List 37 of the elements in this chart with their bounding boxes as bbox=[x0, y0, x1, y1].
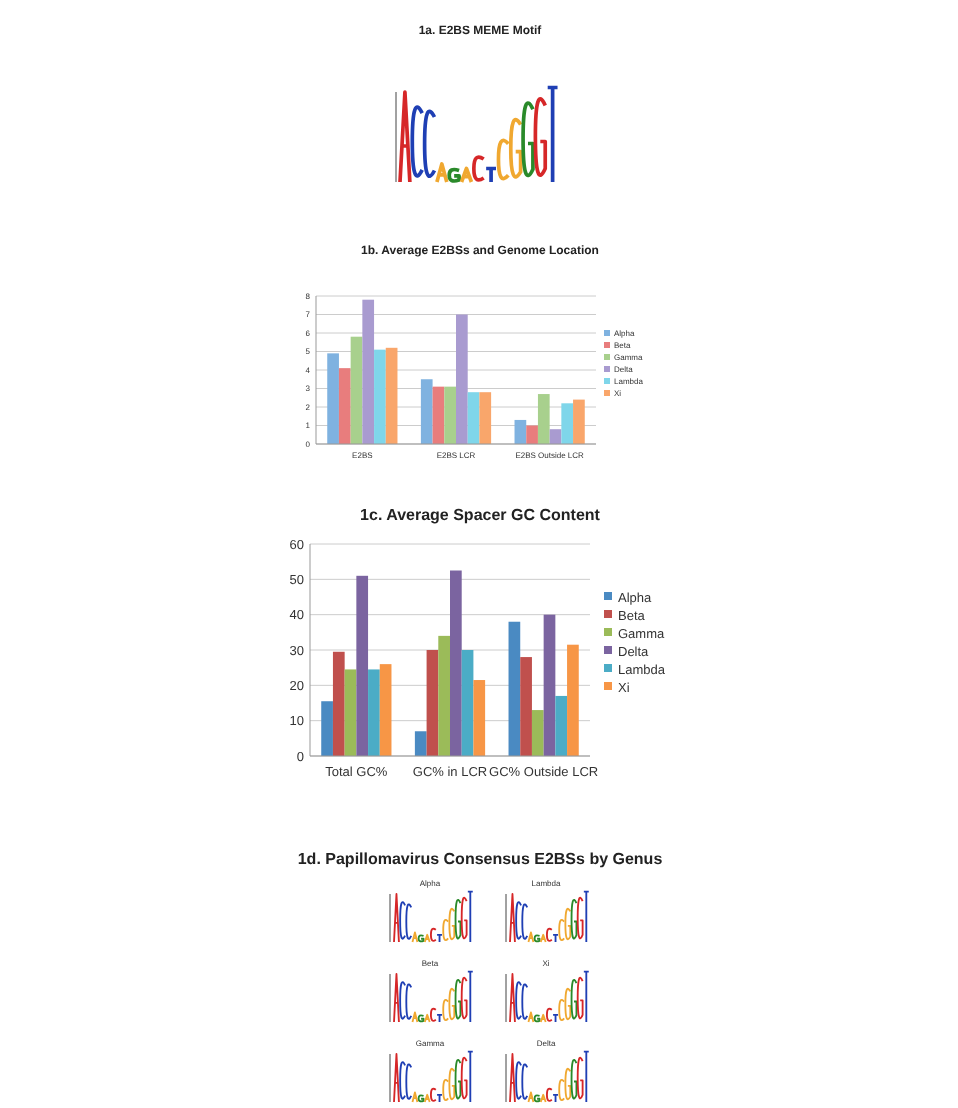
bar bbox=[444, 386, 456, 444]
bar bbox=[379, 664, 392, 756]
bar bbox=[344, 669, 357, 756]
bar bbox=[450, 570, 462, 756]
bar bbox=[520, 657, 532, 756]
bar bbox=[508, 621, 521, 756]
bar bbox=[438, 635, 450, 756]
bar bbox=[321, 701, 333, 756]
bar bbox=[473, 680, 486, 756]
bar bbox=[338, 368, 351, 444]
bar bbox=[420, 379, 433, 444]
bar bbox=[432, 386, 445, 444]
bar bbox=[467, 392, 480, 444]
bar bbox=[555, 695, 568, 756]
bar bbox=[531, 710, 544, 756]
bar bbox=[567, 644, 579, 756]
bar bbox=[426, 650, 439, 756]
bar bbox=[573, 399, 585, 444]
text: 1d. Papillomavirus Consensus E2BSs by Genus bbox=[297, 850, 664, 868]
bar bbox=[456, 314, 468, 444]
bar bbox=[461, 650, 474, 756]
bar bbox=[385, 347, 398, 444]
bar bbox=[368, 669, 380, 756]
bar bbox=[526, 425, 538, 444]
bar bbox=[327, 353, 339, 444]
bar bbox=[514, 419, 527, 444]
bar bbox=[537, 394, 550, 444]
bar bbox=[414, 731, 427, 756]
bar bbox=[332, 651, 345, 756]
bar bbox=[543, 614, 556, 756]
bar bbox=[479, 392, 492, 444]
bar bbox=[561, 403, 574, 444]
bar bbox=[350, 336, 363, 444]
bar bbox=[356, 575, 369, 756]
bar bbox=[374, 349, 386, 444]
bar bbox=[362, 299, 375, 444]
chart-title: 1c. Average Spacer GC Content bbox=[360, 506, 601, 524]
